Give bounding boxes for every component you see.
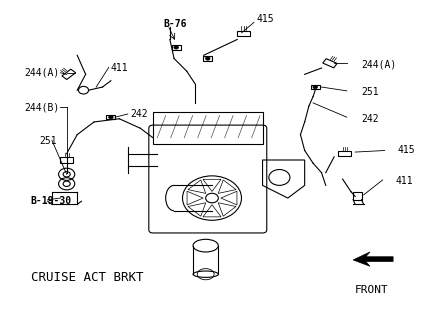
- Circle shape: [206, 57, 210, 60]
- Text: 411: 411: [111, 63, 128, 73]
- Text: FRONT: FRONT: [355, 285, 389, 295]
- Text: CRUISE ACT BRKT: CRUISE ACT BRKT: [31, 271, 143, 284]
- Circle shape: [174, 46, 179, 49]
- Text: B-76: B-76: [164, 19, 187, 28]
- Text: B-19-30: B-19-30: [31, 196, 72, 206]
- Bar: [106, 115, 115, 119]
- Text: 411: 411: [395, 176, 413, 186]
- Text: 244(B): 244(B): [25, 103, 60, 113]
- Text: 244(A): 244(A): [25, 68, 60, 78]
- Bar: [311, 85, 320, 89]
- Text: 251: 251: [39, 136, 57, 146]
- Text: 244(A): 244(A): [362, 60, 397, 70]
- Text: 242: 242: [130, 109, 148, 119]
- Text: 415: 415: [397, 146, 415, 156]
- Polygon shape: [353, 252, 393, 266]
- Circle shape: [109, 116, 113, 119]
- Bar: [172, 45, 181, 50]
- Text: 242: 242: [362, 114, 379, 124]
- Text: 415: 415: [256, 14, 274, 24]
- Bar: [203, 56, 212, 61]
- Text: 251: 251: [362, 87, 379, 97]
- Circle shape: [313, 85, 318, 89]
